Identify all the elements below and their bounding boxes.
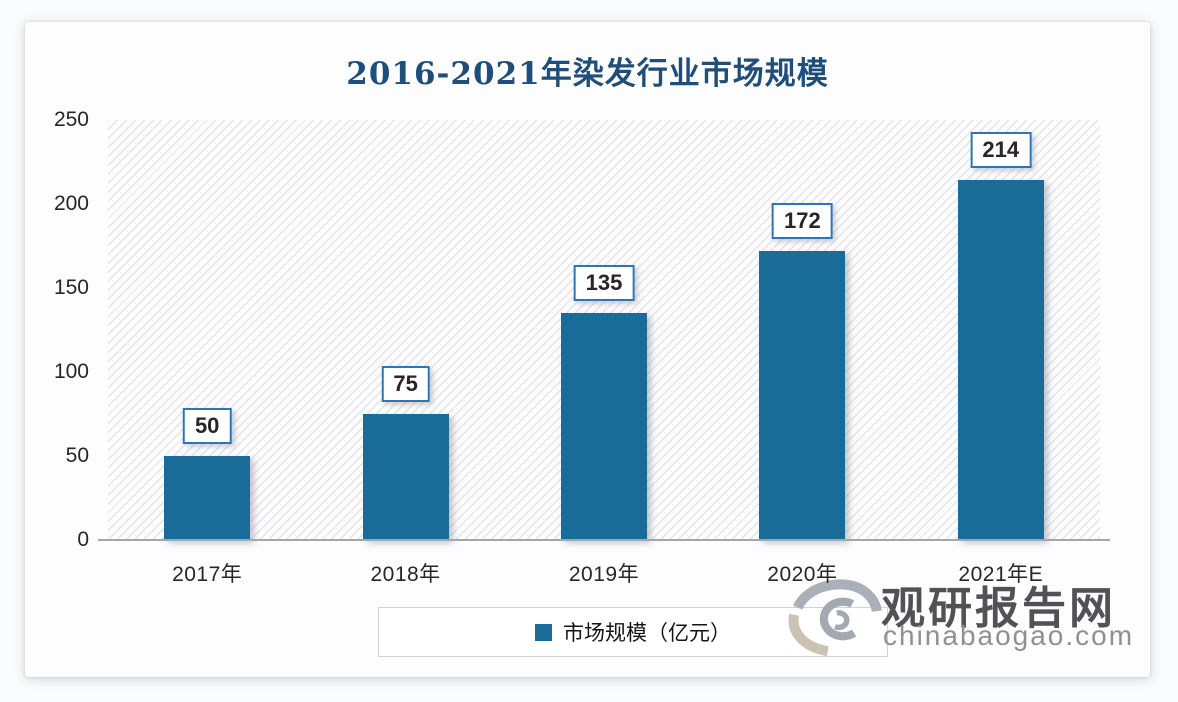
y-tick-label: 100	[53, 360, 89, 383]
x-axis-label: 2020年	[767, 563, 838, 586]
data-label: 75	[381, 366, 430, 402]
bar-2019年	[560, 313, 647, 540]
data-label: 214	[970, 132, 1032, 169]
bar-slot: 214	[902, 120, 1100, 540]
data-label: 135	[573, 265, 635, 302]
legend-series-label: 市场规模（亿元）	[563, 622, 731, 645]
watermark-site-url: chinabaogao.com	[883, 620, 1135, 651]
bar-slot: 135	[505, 120, 703, 540]
x-axis-line	[98, 539, 1110, 541]
y-tick-label: 150	[53, 276, 89, 299]
x-axis-label: 2017年	[172, 563, 243, 586]
bar-2020年	[759, 251, 846, 540]
bar-2018年	[362, 414, 449, 540]
x-axis-label: 2019年	[568, 563, 640, 586]
x-axis-label: 2021年E	[958, 563, 1044, 586]
chart-title: 2016-2021年染发行业市场规模	[346, 56, 829, 92]
bar-slot: 75	[306, 120, 504, 540]
bar-slot: 50	[108, 120, 306, 540]
data-label: 50	[182, 408, 232, 444]
x-axis-label: 2018年	[370, 563, 441, 586]
legend-marker-square	[535, 623, 552, 641]
legend: 市场规模（亿元）	[378, 607, 888, 657]
chart-card: 2016-2021年染发行业市场规模 0 50 100 150 200 250 50 75 1…	[25, 22, 1150, 677]
bar-2021年E	[957, 180, 1044, 540]
bar-slot: 172	[703, 120, 901, 540]
data-label: 172	[772, 203, 833, 240]
y-tick-label: 200	[53, 192, 89, 215]
y-tick-label: 250	[53, 108, 89, 131]
y-tick-label: 0	[77, 528, 89, 551]
y-tick-label: 50	[65, 444, 89, 467]
plot-area: 50 75 135 172 214	[108, 120, 1100, 540]
bar-2017年	[164, 456, 251, 540]
